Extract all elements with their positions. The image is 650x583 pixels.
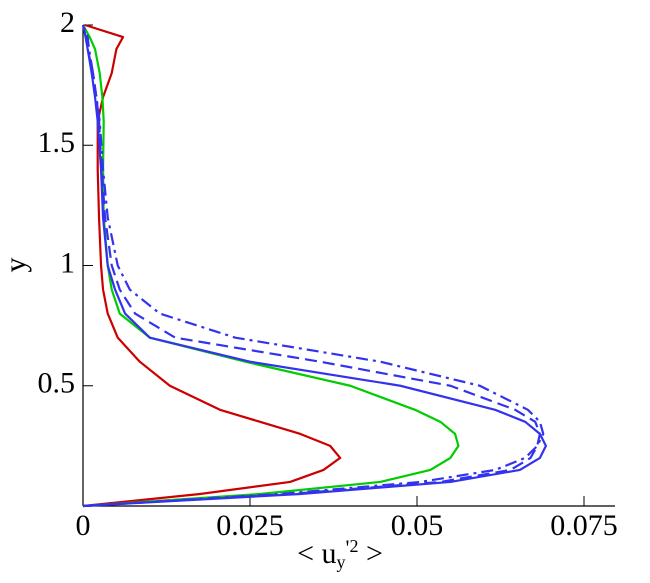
x-tick-label: 0.025: [216, 509, 284, 542]
profile-line: [81, 24, 548, 508]
profile-line: [82, 23, 342, 508]
x-axis-label: < uy'2 >: [297, 535, 383, 572]
x-label-sup: 2: [349, 536, 358, 556]
x-tick-label: 0: [76, 509, 91, 542]
y-axis-label: y: [0, 258, 32, 273]
y-tick-label: 0.5: [38, 367, 76, 400]
profile-line: [81, 24, 542, 508]
y-tick-label: 2: [60, 6, 75, 39]
x-label-part: >: [358, 537, 382, 570]
profile-line: [81, 24, 545, 508]
x-tick-label: 0.075: [550, 509, 618, 542]
x-label-part: < u: [297, 537, 336, 570]
profile-line: [82, 24, 460, 508]
x-label-sub: y: [337, 552, 346, 572]
x-label-part: ': [346, 535, 350, 560]
y-tick-label: 1: [60, 246, 75, 279]
y-tick-label: 1.5: [38, 126, 76, 159]
x-tick-label: 0.05: [391, 509, 444, 542]
